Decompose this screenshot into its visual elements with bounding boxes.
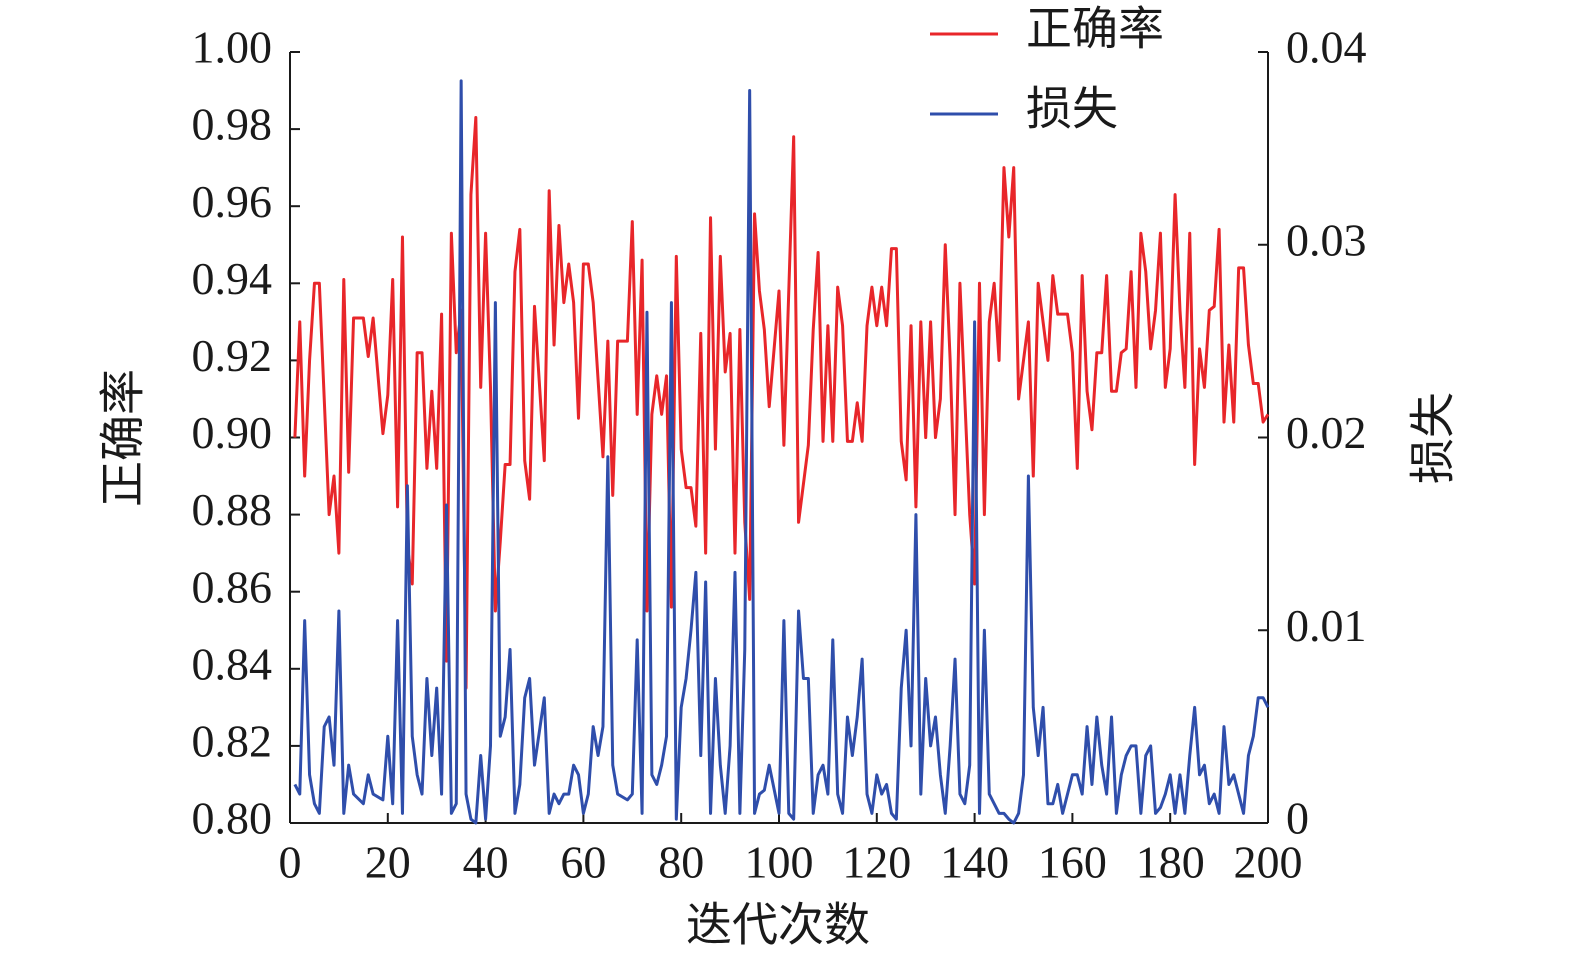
data-line [293,79,1270,825]
y2-tick-label: 0.04 [1286,22,1367,73]
data-line [293,116,1270,690]
x-tick-label: 80 [658,837,704,888]
y-tick-label: 0.84 [192,638,273,689]
legend-label: 正确率 [1026,4,1164,55]
y-tick-label: 0.96 [192,176,273,227]
y-tick-label: 0.86 [192,561,273,612]
y2-tick-label: 0.01 [1286,600,1367,651]
x-tick-label: 60 [560,837,606,888]
y-axis-label: 正确率 [98,369,149,507]
y-tick-label: 0.88 [192,484,273,535]
y2-tick-label: 0 [1286,793,1309,844]
y2-tick-label: 0.02 [1286,407,1367,458]
y-tick-label: 0.98 [192,99,273,150]
y-tick-label: 0.94 [192,253,273,304]
y2-axis-label: 损失 [1408,392,1459,484]
y-tick-label: 1.00 [192,22,273,73]
y-tick-label: 0.80 [192,793,273,844]
x-tick-label: 20 [365,837,411,888]
x-tick-label: 100 [745,837,814,888]
x-tick-label: 120 [842,837,911,888]
y-tick-label: 0.92 [192,330,273,381]
x-axis-label: 迭代次数 [686,900,870,951]
x-tick-label: 160 [1038,837,1107,888]
x-tick-label: 140 [940,837,1009,888]
y-tick-label: 0.90 [192,407,273,458]
x-tick-label: 200 [1234,837,1303,888]
y-tick-label: 0.82 [192,715,273,766]
x-tick-label: 180 [1136,837,1205,888]
x-tick-label: 0 [279,837,302,888]
x-tick-label: 40 [463,837,509,888]
legend-label: 损失 [1026,84,1118,135]
y2-tick-label: 0.03 [1286,214,1367,265]
